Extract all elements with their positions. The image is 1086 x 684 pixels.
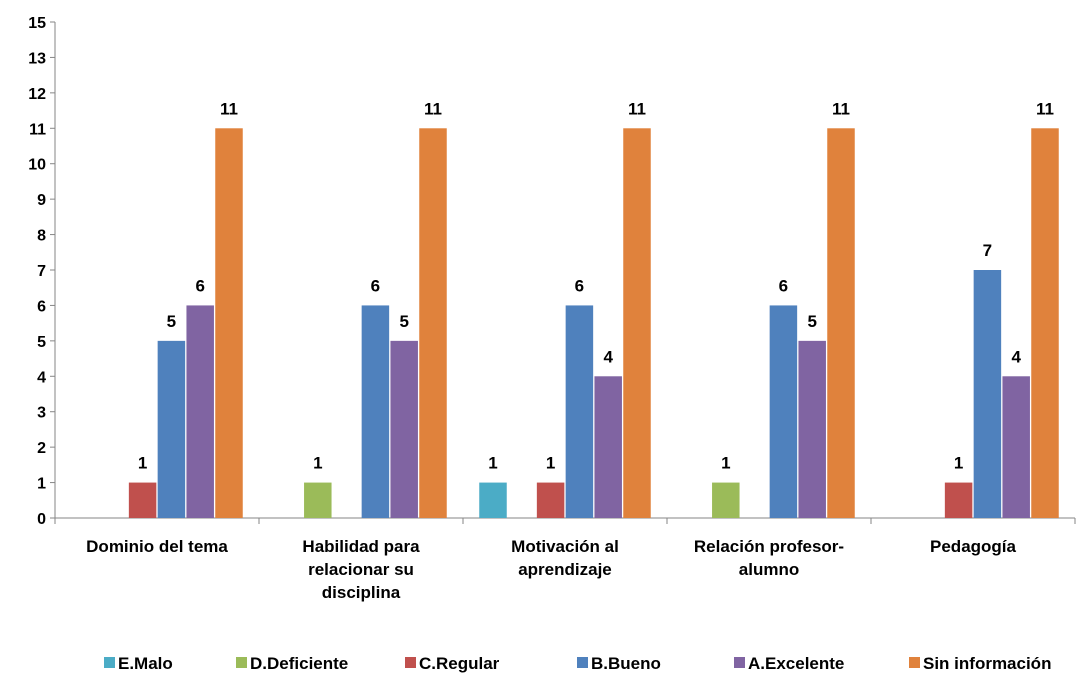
data-label: 11 xyxy=(424,99,442,118)
y-tick-label: 8 xyxy=(37,228,46,245)
y-tick-label: 13 xyxy=(28,50,46,67)
bar xyxy=(390,340,418,518)
data-label: 1 xyxy=(488,454,497,473)
x-category-label: Habilidad para relacionar su disciplina xyxy=(302,537,420,602)
data-label: 4 xyxy=(1011,347,1021,366)
data-label: 7 xyxy=(983,241,992,260)
y-tick-label: 0 xyxy=(37,511,46,528)
y-tick-label: 6 xyxy=(37,298,46,315)
data-label: 11 xyxy=(832,99,850,118)
legend-swatch xyxy=(577,657,588,668)
y-tick-label: 15 xyxy=(28,15,46,32)
legend-label: D.Deficiente xyxy=(250,654,348,673)
x-category-label: Motivación al aprendizaje xyxy=(511,537,619,579)
data-label: 1 xyxy=(721,454,730,473)
y-tick-label: 7 xyxy=(37,263,46,280)
data-label: 5 xyxy=(167,312,176,331)
y-tick-label: 2 xyxy=(37,440,46,457)
bar xyxy=(419,128,447,519)
data-label: 11 xyxy=(628,99,646,118)
bar xyxy=(798,340,826,518)
y-tick-label: 9 xyxy=(37,192,46,209)
bar xyxy=(304,482,332,518)
legend-swatch xyxy=(909,657,920,668)
bar xyxy=(361,305,390,518)
data-label: 6 xyxy=(575,276,584,295)
data-label: 1 xyxy=(313,454,322,473)
data-label: 6 xyxy=(371,276,380,295)
legend-swatch xyxy=(734,657,745,668)
bar xyxy=(769,305,798,518)
data-label: 11 xyxy=(220,99,238,118)
legend-label: E.Malo xyxy=(118,654,173,673)
bar xyxy=(1002,376,1030,518)
data-label: 11 xyxy=(1036,99,1054,118)
bar xyxy=(594,376,622,518)
bar xyxy=(712,482,740,518)
data-label: 1 xyxy=(546,454,555,473)
bar xyxy=(944,482,973,518)
legend-label: A.Excelente xyxy=(748,654,844,673)
y-tick-label: 1 xyxy=(37,476,46,493)
data-label: 5 xyxy=(807,312,816,331)
y-tick-label: 4 xyxy=(37,369,46,386)
bar xyxy=(1031,128,1059,519)
data-label: 6 xyxy=(195,276,204,295)
legend-swatch xyxy=(104,657,115,668)
y-tick-label: 3 xyxy=(37,405,46,422)
legend-swatch xyxy=(405,657,416,668)
bar xyxy=(623,128,651,519)
bars xyxy=(128,128,1059,519)
bar xyxy=(827,128,855,519)
bar xyxy=(536,482,565,518)
y-tick-label: 5 xyxy=(37,334,46,351)
legend-label: B.Bueno xyxy=(591,654,661,673)
legend-label: Sin información xyxy=(923,654,1051,673)
data-label: 6 xyxy=(779,276,788,295)
x-category-label: Relación profesor-alumno xyxy=(694,537,844,579)
bar xyxy=(565,305,594,518)
y-tick-label: 12 xyxy=(28,86,46,103)
data-label: 5 xyxy=(399,312,408,331)
legend: E.Malo D.Deficiente C.Regular B.Bueno A.Exce… xyxy=(104,654,1051,673)
data-label: 1 xyxy=(138,454,147,473)
bar xyxy=(479,482,507,518)
y-tick-label: 11 xyxy=(29,121,46,138)
legend-label: C.Regular xyxy=(419,654,500,673)
legend-swatch xyxy=(236,657,247,668)
bar xyxy=(215,128,243,519)
y-tick-label: 10 xyxy=(28,157,46,174)
bar xyxy=(157,340,186,518)
bar xyxy=(128,482,157,518)
x-category-label: Pedagogía xyxy=(930,537,1017,556)
x-category-label: Dominio del tema xyxy=(86,537,228,556)
bar xyxy=(973,270,1002,518)
data-label: 1 xyxy=(954,454,963,473)
bar xyxy=(186,305,214,518)
data-label: 4 xyxy=(603,347,613,366)
